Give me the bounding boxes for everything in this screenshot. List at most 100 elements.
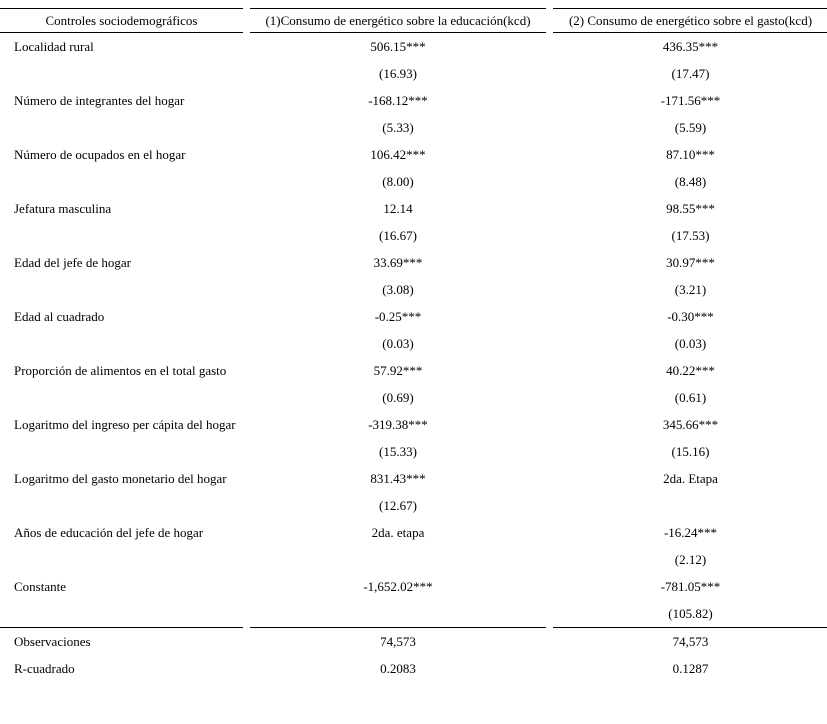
model-1-value: 57.92*** [373,362,423,378]
model-1-value: (5.33) [382,119,414,135]
model-1-value: -168.12*** [368,92,428,108]
model-2-value: (17.53) [671,227,710,243]
table-row: Edad al cuadrado -0.25*** -0.30*** [0,303,827,330]
row-label: Logaritmo del ingreso per cápita del hog… [14,416,236,432]
table-header: Controles sociodemográficos (1)Consumo d… [0,8,827,33]
row-label: Edad del jefe de hogar [14,254,131,270]
model-1-value: -1,652.02*** [363,578,433,594]
model-2-value: 2da. Etapa [663,470,718,486]
coefficient-rows: Localidad rural 506.15*** 436.35*** (16.93)… [0,33,827,627]
model-2-value: (2.12) [674,551,707,567]
row-label [0,222,243,249]
table-row: (15.33) (15.16) [0,438,827,465]
model-1-value: 0.2083 [380,660,416,676]
table-row: (16.93) (17.47) [0,60,827,87]
model-1-value: 2da. etapa [371,524,425,540]
model-2-value: 98.55*** [666,200,715,216]
regression-table: Controles sociodemográficos (1)Consumo d… [0,8,827,682]
table-row: Número de ocupados en el hogar 106.42*** 8… [0,141,827,168]
model-1-value: (15.33) [379,443,417,459]
model-2-value: (17.47) [671,65,710,81]
stats-row: R-cuadrado 0.2083 0.1287 [0,655,827,682]
header-controls-label: Controles sociodemográficos [0,8,243,33]
row-label: Localidad rural [14,38,94,54]
table-row: Proporción de alimentos en el total gast… [0,357,827,384]
model-1-value: 12.14 [383,200,413,216]
row-label: Observaciones [0,627,243,655]
model-2-value: 74,573 [553,627,827,655]
model-2-value: 0.1287 [672,660,709,676]
model-1-value: (0.03) [382,335,414,351]
model-1-value: -319.38*** [368,416,428,432]
table-row: (5.33) (5.59) [0,114,827,141]
model-1-value: 106.42*** [370,146,426,162]
model-1-value: (16.67) [379,227,417,243]
model-2-value: (3.21) [674,281,707,297]
model-2-value: (8.48) [674,173,707,189]
model-2-value: 436.35*** [662,38,719,54]
model-2-value: (15.16) [671,443,710,459]
statistics-rows: Observaciones 74,573 74,573 R-cuadrado 0.208… [0,627,827,682]
table-row: Número de integrantes del hogar -168.12**… [0,87,827,114]
row-label [0,60,243,87]
model-2-value: 345.66*** [662,416,719,432]
row-label [0,492,243,519]
model-2-value: 30.97*** [666,254,715,270]
model-1-value: (8.00) [382,173,414,189]
model-2-value: (105.82) [668,605,713,621]
row-label: Años de educación del jefe de hogar [14,524,204,540]
row-label: Número de integrantes del hogar [14,92,185,108]
table-row: Constante -1,652.02*** -781.05*** [0,573,827,600]
row-label [0,114,243,141]
header-row: Controles sociodemográficos (1)Consumo d… [0,8,827,33]
table-row: Localidad rural 506.15*** 436.35*** [0,33,827,60]
table-row: (3.08) (3.21) [0,276,827,303]
model-2-value: 87.10*** [666,146,715,162]
table-row: Años de educación del jefe de hogar 2da. … [0,519,827,546]
row-label: Proporción de alimentos en el total gast… [14,362,227,378]
table-row: Logaritmo del ingreso per cápita del hog… [0,411,827,438]
paper-page: Controles sociodemográficos (1)Consumo d… [0,8,827,682]
row-label: Número de ocupados en el hogar [14,146,186,162]
model-2-value: -16.24*** [663,524,718,540]
model-2-value: -171.56*** [660,92,721,108]
row-label [0,438,243,465]
model-1-value [250,600,546,627]
model-2-value: (0.61) [674,389,707,405]
table-row: (0.69) (0.61) [0,384,827,411]
row-label [0,384,243,411]
row-label: Constante [14,578,66,594]
table-row: (2.12) [0,546,827,573]
row-label: R-cuadrado [14,660,75,676]
model-1-value: 506.15*** [370,38,426,54]
table-row: (12.67) [0,492,827,519]
table-row: Jefatura masculina 12.14 98.55*** [0,195,827,222]
header-model-2: (2) Consumo de energético sobre el gasto… [553,8,827,33]
row-label: Edad al cuadrado [14,308,105,324]
model-1-value: (3.08) [382,281,414,297]
row-label [0,330,243,357]
model-2-value: -0.30*** [667,308,714,324]
model-1-value: 33.69*** [373,254,423,270]
table-row: (0.03) (0.03) [0,330,827,357]
row-label [0,546,243,573]
row-label: Logaritmo del gasto monetario del hogar [14,470,227,486]
model-1-value: 74,573 [250,627,546,655]
model-1-value: (12.67) [379,497,417,513]
row-label [0,276,243,303]
model-2-value: -781.05*** [660,578,721,594]
model-2-value: (5.59) [674,119,707,135]
model-1-value [250,546,546,573]
model-1-value: (0.69) [382,389,414,405]
model-2-value [553,492,827,519]
stats-row: Observaciones 74,573 74,573 [0,627,827,655]
model-1-value: (16.93) [379,65,417,81]
model-1-value: 831.43*** [370,470,426,486]
header-model-1: (1)Consumo de energético sobre la educac… [250,8,546,33]
row-label [0,168,243,195]
row-label [0,600,243,627]
model-1-value: -0.25*** [374,308,422,324]
model-2-value: 40.22*** [666,362,715,378]
model-2-value: (0.03) [674,335,707,351]
table-row: (105.82) [0,600,827,627]
